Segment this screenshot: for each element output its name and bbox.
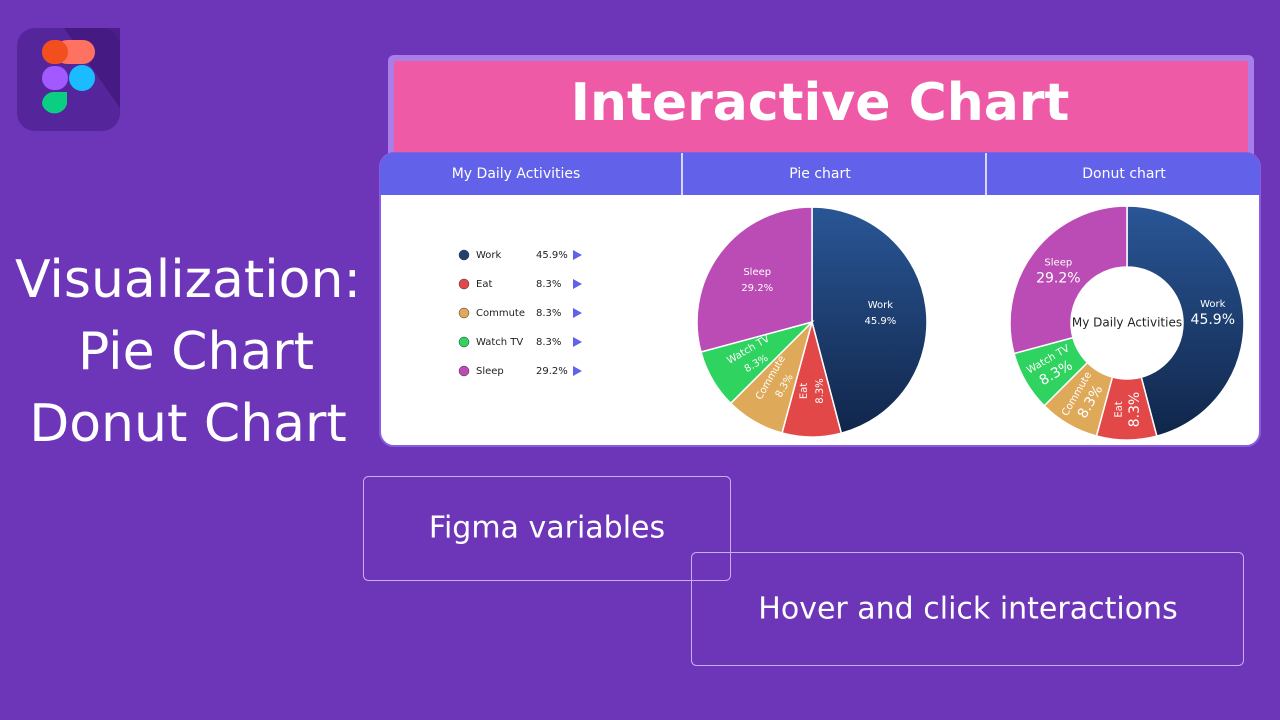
pie-slice[interactable] (696, 206, 813, 353)
legend-name: Commute (476, 308, 525, 319)
slice-label: Eat (799, 383, 810, 399)
header-banner (394, 61, 1248, 161)
callout-box (363, 476, 731, 581)
legend-dot (458, 278, 470, 290)
legend-value: 8.3% (536, 308, 561, 319)
callout: Figma variables (429, 511, 665, 546)
donut-slice[interactable] (1126, 205, 1245, 438)
legend-toggle[interactable] (573, 337, 582, 347)
legend-value: 45.9% (536, 250, 568, 261)
legend-dot (458, 249, 470, 261)
donut-center-label: My Daily Activities (1072, 316, 1182, 330)
legend-toggle[interactable] (573, 366, 582, 376)
legend-toggle[interactable] (573, 308, 582, 318)
slice-value: 45.9% (1191, 312, 1235, 328)
legend-value: 29.2% (536, 366, 568, 377)
legend-name: Work (476, 250, 502, 261)
legend-name: Eat (476, 279, 492, 290)
slice-label: Eat (1114, 401, 1125, 417)
tab[interactable]: Pie chart (789, 166, 851, 182)
legend-value: 8.3% (536, 279, 561, 290)
slice-label: Sleep (743, 267, 771, 278)
callout: Hover and click interactions (758, 592, 1177, 627)
legend-value: 8.3% (536, 337, 561, 348)
legend-toggle[interactable] (573, 250, 582, 260)
slice-label: Work (1200, 299, 1226, 310)
legend-name: Sleep (476, 366, 504, 377)
legend-dot (458, 307, 470, 319)
tab[interactable]: Donut chart (1082, 166, 1166, 182)
legend-dot (458, 336, 470, 348)
app-logo (17, 28, 120, 131)
slice-value: 8.3% (1127, 392, 1143, 428)
pie-slice[interactable] (811, 206, 928, 435)
slice-label: Work (868, 300, 894, 311)
slice-value: 45.9% (865, 316, 897, 327)
callout-box (691, 552, 1244, 666)
slice-value: 8.3% (815, 378, 826, 403)
slice-value: 29.2% (1036, 270, 1080, 286)
tab-bar (380, 153, 1260, 195)
legend-name: Watch TV (476, 337, 523, 348)
side-text: Pie Chart (78, 322, 314, 382)
side-text: Donut Chart (29, 394, 347, 454)
slice-value: 29.2% (741, 283, 773, 294)
legend-toggle[interactable] (573, 279, 582, 289)
tab[interactable]: My Daily Activities (452, 166, 581, 182)
header-title: Interactive Chart (571, 73, 1070, 133)
slice-label: Sleep (1044, 257, 1072, 268)
side-text: Visualization: (15, 250, 361, 310)
legend-dot (458, 365, 470, 377)
donut-slice[interactable] (1009, 205, 1128, 355)
